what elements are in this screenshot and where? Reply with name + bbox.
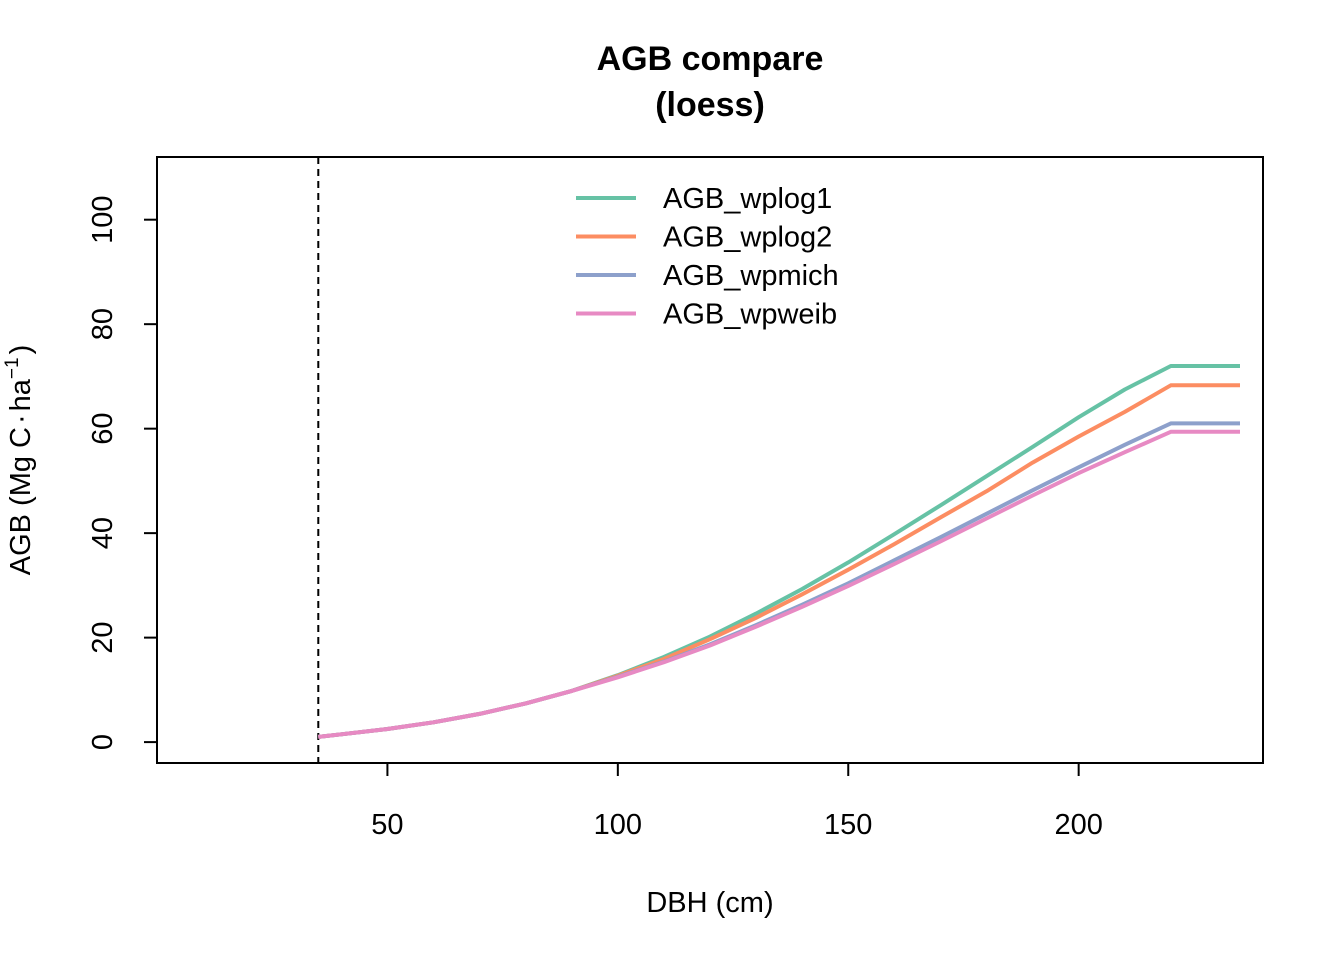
y-axis-label-suffix: ): [5, 345, 37, 355]
y-axis: 0 20 40 60 80 100: [87, 195, 158, 750]
series-line-AGB_wplog1: [318, 364, 1240, 739]
plot-marks: [317, 157, 1240, 763]
chart-title-line-1: AGB compare: [597, 40, 824, 78]
y-tick-label: 100: [87, 195, 119, 243]
x-tick-label: 200: [1054, 809, 1102, 841]
y-axis-label-dot: ·: [5, 414, 37, 424]
x-axis-label: DBH (cm): [646, 887, 773, 919]
x-tick-label: 100: [594, 809, 642, 841]
legend-label: AGB_wpmich: [663, 260, 839, 292]
x-axis: 50 100 150 200: [371, 762, 1103, 841]
series-line-AGB_wpmich: [318, 421, 1240, 739]
legend: AGB_wplog1 AGB_wplog2 AGB_wpmich AGB_wpweib: [576, 183, 839, 331]
chart-title-line-2: (loess): [655, 86, 765, 124]
series-line-AGB_wpweib: [318, 429, 1240, 739]
legend-label: AGB_wplog1: [663, 183, 832, 215]
y-axis-label: AGB (Mg C · ha−1): [2, 345, 37, 576]
y-axis-label-prefix: AGB (Mg C: [5, 427, 37, 575]
y-tick-label: 60: [87, 413, 119, 445]
y-tick-label: 0: [87, 734, 119, 750]
x-tick-label: 150: [824, 809, 872, 841]
legend-label: AGB_wpweib: [663, 299, 837, 331]
y-axis-label-unit: ha: [5, 378, 37, 411]
series-line-AGB_wplog2: [318, 383, 1240, 739]
y-tick-label: 20: [87, 621, 119, 653]
y-axis-label-exponent: −1: [2, 357, 23, 379]
x-tick-label: 50: [371, 809, 403, 841]
y-tick-label: 80: [87, 308, 119, 340]
y-tick-label: 40: [87, 517, 119, 549]
legend-label: AGB_wplog2: [663, 222, 832, 254]
